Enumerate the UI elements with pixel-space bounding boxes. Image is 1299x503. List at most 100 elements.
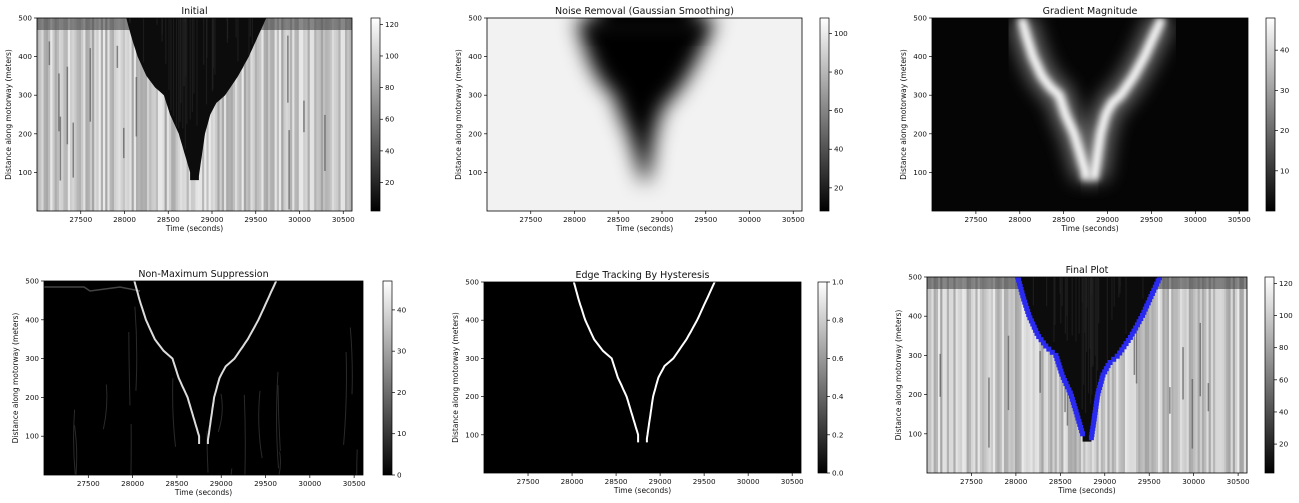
y-tick-label: 300 (908, 351, 922, 360)
x-tick-label: 28000 (121, 479, 144, 488)
right-edge-point (1103, 366, 1109, 372)
plot-area (37, 18, 352, 211)
right-edge-point (1145, 300, 1151, 306)
left-edge-point (1043, 343, 1049, 349)
left-edge-point (1028, 318, 1034, 324)
right-edge-point (1107, 360, 1113, 365)
panel-title: Initial (181, 6, 207, 17)
plot-frame (483, 281, 802, 474)
right-edge-point (1123, 341, 1129, 347)
right-edge-point (1090, 425, 1096, 431)
left-edge-point (1021, 296, 1027, 302)
right-edge-point (1133, 325, 1139, 331)
y-tick-label: 400 (25, 315, 39, 324)
left-edge-point (1023, 302, 1029, 308)
left-edge-point (1053, 352, 1059, 358)
left-edge-point (1034, 330, 1040, 336)
colorbar-tick-label: 120 (1279, 279, 1293, 288)
x-tick-label: 27500 (77, 479, 100, 488)
left-edge-point (1063, 381, 1069, 387)
left-edge-point (1070, 399, 1076, 405)
left-edge-point (1031, 324, 1037, 330)
right-edge-point (1093, 403, 1099, 409)
y-tick-label: 400 (908, 312, 922, 321)
x-axis-label: Time (seconds) (165, 224, 223, 233)
left-edge-point (1049, 349, 1055, 355)
edge-overlay (1015, 277, 1162, 441)
x-tick-label: 29500 (254, 479, 277, 488)
left-edge-point (1075, 415, 1081, 421)
right-edge-point (1096, 388, 1102, 394)
right-edge-point (1129, 331, 1135, 337)
left-edge-point (1079, 428, 1085, 434)
right-edge-point (1090, 422, 1096, 428)
right-edge-point (1114, 353, 1120, 359)
left-edge-point (1036, 334, 1042, 340)
left-edge-point (1064, 384, 1070, 390)
colorbar-tick-label: 0.6 (832, 354, 844, 363)
panel-title: Non-Maximum Suppression (138, 269, 268, 280)
left-edge-point (1071, 403, 1077, 409)
colorbar: 10 20 30 40 (1265, 17, 1290, 212)
y-tick-label: 400 (468, 52, 482, 61)
x-tick-label: 28500 (605, 477, 628, 486)
colorbar-tick-label: 100 (1279, 311, 1293, 320)
y-tick-label: 200 (18, 129, 32, 138)
plot-area (932, 18, 1248, 211)
left-edge-point (1066, 387, 1072, 393)
x-tick-label: 28000 (1004, 477, 1027, 486)
x-tick-label: 27500 (69, 215, 92, 224)
x-tick-label: 29000 (1096, 215, 1119, 224)
plot-frame (926, 276, 1248, 474)
x-tick-label: 28500 (1052, 215, 1075, 224)
left-edge-point (1054, 356, 1060, 361)
y-tick-label: 200 (908, 390, 922, 399)
colorbar-tick-label: 0.8 (832, 316, 844, 325)
y-axis-label: Distance along motorway (meters) (454, 49, 463, 180)
left-edge-point (1024, 305, 1030, 311)
x-tick-label: 27500 (517, 477, 540, 486)
right-edge-point (1095, 391, 1101, 397)
y-tick-label: 500 (25, 277, 39, 286)
colorbar-tick-label: 120 (385, 20, 399, 29)
right-edge-point (1089, 432, 1095, 438)
colorbar-tick-label: 40 (397, 305, 407, 314)
y-tick-label: 300 (465, 354, 479, 363)
y-tick-label: 500 (908, 273, 922, 282)
right-edge-point (1098, 378, 1104, 384)
x-tick-label: 28000 (113, 215, 136, 224)
right-edge-point (1136, 319, 1142, 325)
y-axis-label: Distance along motorway (meters) (4, 49, 13, 180)
colorbar-tick-label: 10 (1280, 166, 1290, 175)
panel-title: Noise Removal (Gaussian Smoothing) (555, 6, 734, 17)
y-tick-label: 100 (913, 168, 927, 177)
right-edge-point (1125, 338, 1131, 343)
x-tick-label: 27500 (964, 215, 987, 224)
x-tick-label: 30000 (288, 215, 311, 224)
left-edge-point (1025, 309, 1031, 314)
right-edge-point (1127, 334, 1133, 340)
colorbar: 20 40 60 80 100 120 (1264, 276, 1293, 474)
colorbar-tick-label: 80 (385, 83, 395, 92)
left-edge-point (1072, 406, 1078, 412)
left-edge-point (1026, 312, 1032, 318)
left-edge-point (1059, 371, 1065, 377)
left-edge-point (1030, 321, 1036, 327)
left-edge-point (1016, 280, 1022, 286)
left-edge-point (1078, 425, 1084, 430)
colorbar-tick-label: 40 (1279, 407, 1289, 416)
panel-gradient: Gradient Magnitude 27500 28000 28500 29000 29… (899, 6, 1290, 233)
left-edge-point (1033, 327, 1039, 333)
x-tick-label: 30000 (298, 479, 321, 488)
right-edge-point (1092, 410, 1098, 416)
right-edge-point (1092, 413, 1098, 419)
plot-frame (43, 280, 364, 476)
y-tick-label: 300 (18, 91, 32, 100)
left-edge-point (1062, 378, 1068, 383)
y-tick-label: 400 (913, 52, 927, 61)
x-tick-label: 27500 (519, 215, 542, 224)
x-tick-label: 29000 (651, 215, 674, 224)
colorbar-tick-label: 60 (385, 115, 395, 124)
x-tick-label: 28000 (561, 477, 584, 486)
y-axis-label: Distance along motorway (meters) (11, 313, 20, 444)
